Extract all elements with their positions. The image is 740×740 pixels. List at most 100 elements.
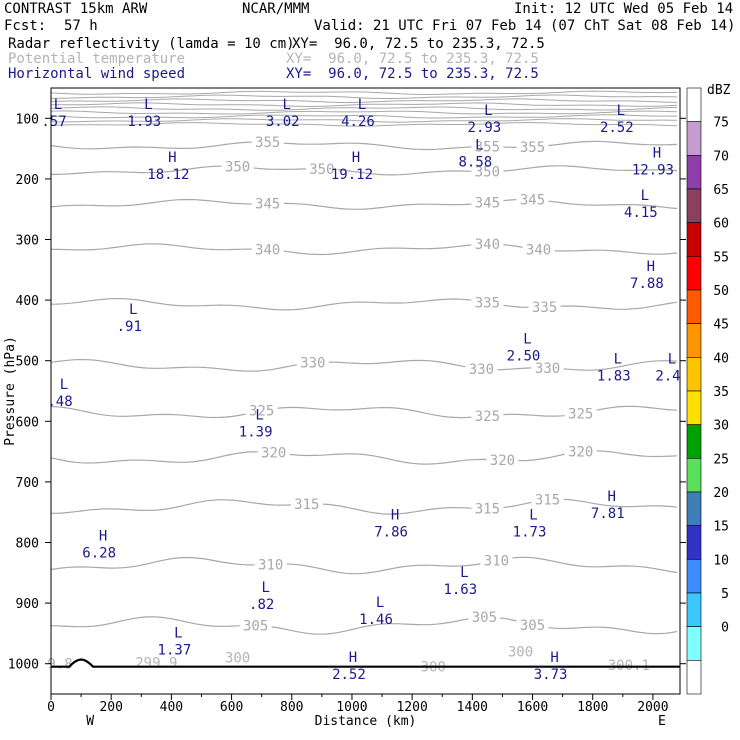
isentrope-label: 315 [475,502,500,518]
isentrope-line [50,556,678,575]
wind-extremum-value: .48 [47,394,72,410]
colorbar-swatch [686,458,702,493]
y-tick-label: 800 [16,537,39,552]
x-tick-label: 2000 [637,700,668,715]
isentrope-label-bg [471,407,504,423]
colorbar-swatch [686,424,702,459]
isentrope-label: 330 [535,361,560,377]
wind-extremum-value: 7.86 [374,524,408,540]
wind-extremum-value: 2.4 [655,369,680,385]
isentrope-label: 320 [490,453,515,469]
x-tick-label: 0 [47,700,55,715]
wind-extremum-value: 1.37 [158,643,192,659]
colorbar-level-label: 45 [713,318,729,333]
colorbar-level-label: 30 [713,419,729,434]
wind-extremum-kind: L [484,103,492,119]
upper-isentrope [50,106,678,111]
wind-extremum-value: 2.52 [332,667,366,683]
isentrope-label: 310 [258,557,283,573]
isentrope-label: 350 [475,165,500,181]
isentrope-label-bg [251,195,284,211]
upper-isentrope [50,114,677,119]
plot-area [51,88,680,694]
colorbar-level-label: 75 [713,116,729,131]
colorbar-level-label: 20 [713,486,729,501]
plot-frame [50,87,681,695]
isentrope-label: 345 [255,197,280,213]
isentrope-label-bg [245,402,278,418]
wind-extremum-kind: L [283,97,291,113]
isentrope-line [50,297,678,311]
upper-isentrope [50,90,678,95]
colorbar-swatch [686,491,702,526]
colorbar-swatch [686,559,702,594]
isentrope-line [51,165,678,176]
surface-theta-label: 9.8 [47,657,72,673]
wind-extremum-kind: L [641,188,649,204]
colorbar-level-label: 60 [713,217,729,232]
x-tick-label: 200 [99,700,122,715]
y-tick-label: 100 [16,112,39,127]
isentrope-label: 335 [532,300,557,316]
isentrope-line [50,140,678,151]
field-reflectivity-name: Radar reflectivity (lamda = 10 cm) [8,36,295,52]
wind-extremum-value: 2.50 [507,349,541,365]
wind-extremum-value: 8.58 [458,155,492,171]
x-tick-label: 1800 [577,700,608,715]
wind-extremum-kind: L [261,580,269,596]
x-axis-title: Distance (km) [315,714,417,729]
y-tick-label: 400 [16,294,39,309]
isentrope-label: 340 [475,237,500,253]
colorbar-level-label: 70 [713,149,729,164]
wind-extremum-value: 6.28 [82,546,116,562]
colorbar-swatch [686,525,702,560]
colorbar-swatch [686,121,702,156]
wind-extremum-kind: L [460,565,468,581]
isentrope-label-bg [251,241,284,257]
wind-extremum-kind: H [99,529,107,545]
isentrope-label-bg [480,552,513,568]
x-tick-label: 1400 [457,700,488,715]
wind-extremum-kind: L [475,138,483,154]
isentrope-label-bg [290,496,323,512]
wind-extremum-kind: L [174,626,182,642]
isentrope-label-bg [486,452,519,468]
colorbar-level-label: 50 [713,284,729,299]
isentrope-label: 325 [475,409,500,425]
isentrope-label: 340 [526,243,551,259]
surface-theta-label: 300 [225,651,250,667]
colorbar-level-label: 65 [713,183,729,198]
field-reflectivity-xy: XY= 96.0, 72.5 to 235.3, 72.5 [292,36,545,52]
isentrope-label: 350 [309,162,334,178]
wind-extremum-kind: H [391,507,399,523]
upper-isentrope [50,110,678,115]
east-end-label: E [658,714,666,729]
colorbar-swatch [686,323,702,358]
wind-extremum-kind: L [358,97,366,113]
west-end-label: W [86,714,94,729]
wind-extremum-value: 7.81 [591,506,625,522]
org-label: NCAR/MMM [242,1,310,17]
field-wind-name: Horizontal wind speed [8,66,186,82]
colorbar-level-label: 0 [721,621,729,636]
wind-extremum-value: .82 [249,597,274,613]
isentrope-label: 345 [475,196,500,212]
isentrope-label-bg [296,354,329,370]
isentrope-label-bg [471,194,504,210]
y-tick-label: 500 [16,355,39,370]
isentrope-label: 345 [520,193,545,209]
colorbar-swatch [686,222,702,257]
wind-extremum-value: 12.93 [632,163,674,179]
colorbar-swatch [686,660,702,695]
x-tick-label: 1000 [336,700,367,715]
wind-extremum-value: .91 [117,319,142,335]
wind-extremum-kind: L [617,103,625,119]
field-theta-name: Potential temperature [8,51,186,67]
isentrope-label-bg [528,298,561,314]
colorbar-swatch [686,357,702,392]
wind-extremum-value: 3.73 [534,667,568,683]
y-tick-label: 700 [16,476,39,491]
isentrope-label-bg [471,138,504,154]
isentrope-label-bg [251,134,284,150]
